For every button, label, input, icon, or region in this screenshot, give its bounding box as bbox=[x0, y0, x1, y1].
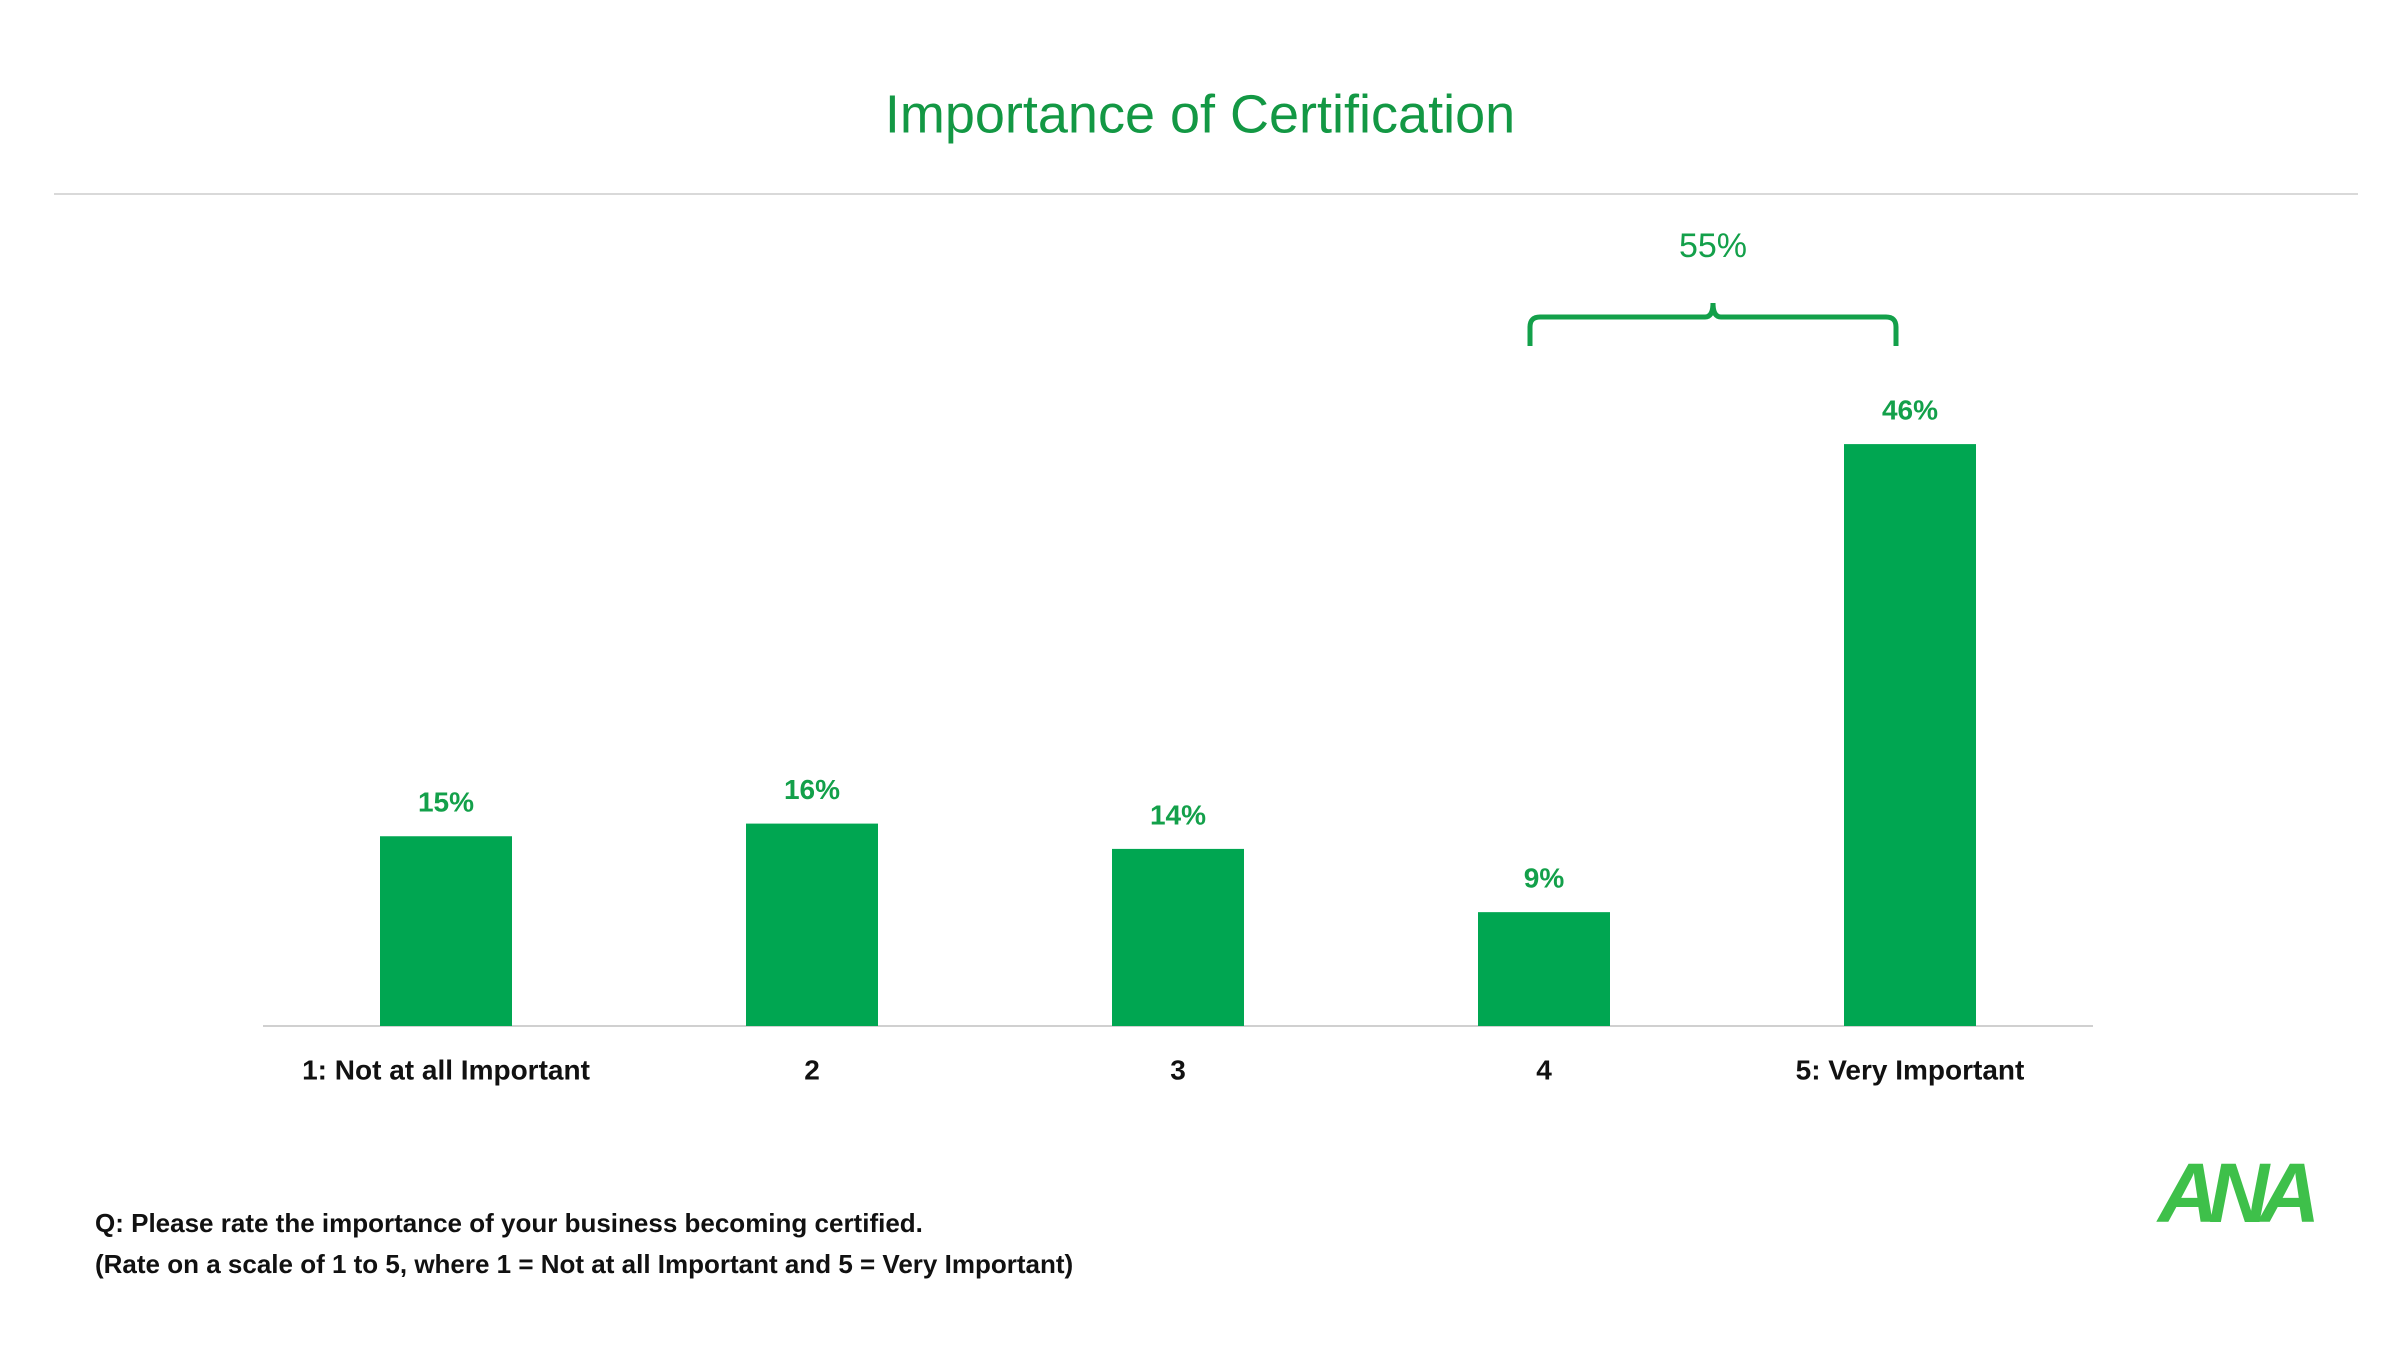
bracket bbox=[1527, 302, 1899, 346]
data-label: 15% bbox=[418, 787, 474, 818]
chart-title: Importance of Certification bbox=[885, 84, 1515, 144]
bar bbox=[1844, 444, 1976, 1027]
bar bbox=[1478, 912, 1610, 1026]
data-label: 9% bbox=[1524, 863, 1565, 894]
annotation-label: 55% bbox=[1679, 227, 1747, 265]
logo: ANA bbox=[2156, 1146, 2314, 1240]
x-tick-label: 1: Not at all Important bbox=[302, 1054, 590, 1085]
data-label: 14% bbox=[1150, 799, 1206, 830]
data-label: 46% bbox=[1882, 394, 1938, 425]
bar bbox=[1112, 848, 1244, 1026]
x-tick-label: 3 bbox=[1170, 1054, 1186, 1085]
footnote: Q: Please rate the importance of your bu… bbox=[95, 1208, 923, 1238]
x-tick-label: 4 bbox=[1536, 1054, 1552, 1085]
x-tick-label: 2 bbox=[804, 1054, 820, 1085]
footnote: (Rate on a scale of 1 to 5, where 1 = No… bbox=[95, 1249, 1073, 1279]
data-label: 16% bbox=[784, 774, 840, 805]
bar bbox=[380, 836, 512, 1026]
x-tick-label: 5: Very Important bbox=[1796, 1054, 2025, 1085]
bar bbox=[746, 823, 878, 1026]
